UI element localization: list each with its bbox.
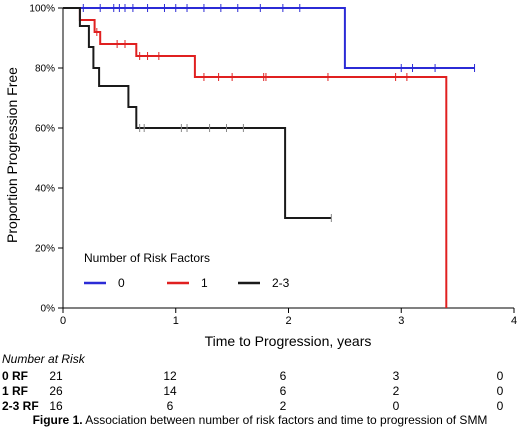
risk-cell: 26 (49, 384, 63, 398)
series-0 (63, 4, 476, 72)
risk-cell: 0 (496, 369, 504, 383)
legend-title: Number of Risk Factors (84, 251, 210, 265)
y-axis-title: Proportion Progression Free (4, 67, 20, 243)
risk-row-label: 2-3 RF (2, 399, 39, 413)
caption-prefix: Figure 1. (32, 413, 83, 427)
y-tick-label: 0% (41, 304, 56, 315)
x-tick-label: 2 (285, 315, 291, 327)
risk-cell: 6 (279, 384, 287, 398)
figure-caption: Figure 1. Association between number of … (0, 413, 520, 427)
series-2-3 (63, 7, 332, 222)
y-tick-label: 20% (35, 244, 55, 255)
legend-label: 1 (201, 276, 208, 290)
x-tick-label: 1 (173, 315, 179, 327)
x-axis-title: Time to Progression, years (205, 333, 372, 349)
risk-cell: 0 (392, 399, 400, 413)
y-tick-label: 100% (29, 4, 55, 15)
legend-label: 2-3 (272, 276, 290, 290)
km-chart: 0% 20% 40% 60% 80% 100% 0 1 2 3 4 Number of Risk F… (4, 4, 517, 350)
caption-text: Association between number of risk facto… (82, 413, 488, 427)
y-tick-label: 60% (35, 124, 55, 135)
risk-row-label: 0 RF (2, 369, 29, 383)
risk-cell: 2 (279, 399, 287, 413)
risk-cell: 14 (163, 384, 177, 398)
risk-cell: 0 (496, 399, 504, 413)
y-tick-label: 40% (35, 184, 55, 195)
legend-label: 0 (118, 276, 125, 290)
x-tick-label: 4 (511, 315, 517, 327)
y-tick-label: 80% (35, 64, 55, 75)
risk-cell: 21 (49, 369, 63, 383)
survival-curve (63, 7, 332, 219)
risk-cell: 2 (392, 384, 400, 398)
risk-cell: 6 (166, 399, 174, 413)
risk-cell: 16 (49, 399, 63, 413)
x-tick-label: 0 (60, 315, 66, 327)
risk-cell: 3 (392, 369, 400, 383)
survival-curve (63, 7, 475, 69)
x-tick-label: 3 (398, 315, 404, 327)
risk-cell: 0 (496, 384, 504, 398)
risk-row-label: 1 RF (2, 384, 29, 398)
risk-cell: 12 (163, 369, 177, 383)
risk-table-header: Number at Risk (2, 352, 85, 366)
risk-cell: 6 (279, 369, 287, 383)
